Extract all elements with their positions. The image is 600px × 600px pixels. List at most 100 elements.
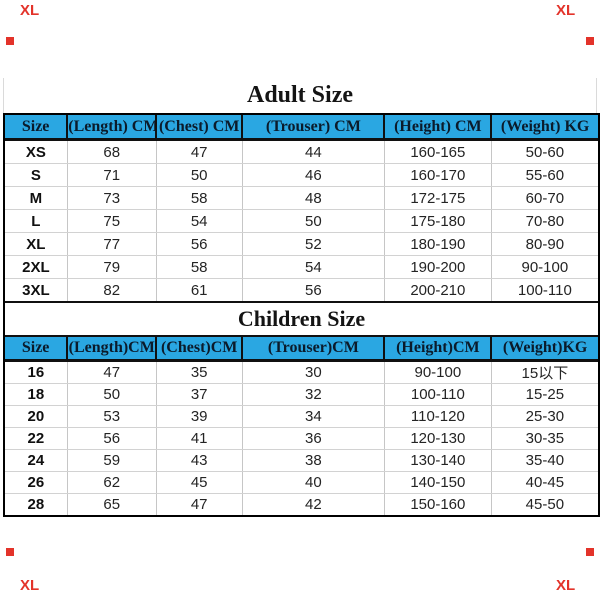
value-cell: 62: [67, 471, 157, 494]
value-cell: 56: [156, 232, 243, 256]
value-cell: 54: [242, 255, 385, 279]
value-cell: 59: [67, 449, 157, 472]
children-size-table: Size (Length)CM (Chest)CM (Trouser)CM (Heigh…: [5, 337, 598, 515]
value-cell: 200-210: [384, 278, 492, 303]
value-cell: 35: [156, 360, 243, 384]
size-cell: L: [5, 209, 68, 233]
value-cell: 65: [67, 493, 157, 515]
column-header: (Chest) CM: [156, 115, 244, 141]
size-cell: XS: [5, 139, 68, 164]
table-row: L 75 54 50 175-180 70-80: [5, 209, 598, 233]
value-cell: 100-110: [384, 383, 492, 406]
value-cell: 36: [242, 427, 385, 450]
column-header: (Length)CM: [67, 337, 158, 362]
value-cell: 53: [67, 405, 157, 428]
column-header: (Trouser)CM: [242, 337, 386, 362]
value-cell: 40-45: [491, 471, 598, 494]
value-cell: 100-110: [491, 278, 598, 303]
table-row: 2XL 79 58 54 190-200 90-100: [5, 255, 598, 279]
value-cell: 160-165: [384, 139, 492, 164]
value-cell: 42: [242, 493, 385, 515]
table-row: 28 65 47 42 150-160 45-50: [5, 493, 598, 515]
value-cell: 34: [242, 405, 385, 428]
table-row: 16 47 35 30 90-100 15以下: [5, 360, 598, 384]
table-row: XL 77 56 52 180-190 80-90: [5, 232, 598, 256]
column-header: (Chest)CM: [156, 337, 244, 362]
value-cell: 30-35: [491, 427, 598, 450]
size-cell: S: [5, 163, 68, 187]
value-cell: 90-100: [491, 255, 598, 279]
size-cell: 20: [5, 405, 68, 428]
red-square-mark: [6, 548, 14, 556]
value-cell: 60-70: [491, 186, 598, 210]
value-cell: 37: [156, 383, 243, 406]
value-cell: 44: [242, 139, 385, 164]
value-cell: 47: [156, 493, 243, 515]
value-cell: 50-60: [491, 139, 598, 164]
value-cell: 61: [156, 278, 243, 303]
column-header: (Height)CM: [384, 337, 493, 362]
size-cell: 3XL: [5, 278, 68, 303]
value-cell: 41: [156, 427, 243, 450]
red-square-mark: [586, 37, 594, 45]
table-row: 22 56 41 36 120-130 30-35: [5, 427, 598, 450]
value-cell: 58: [156, 255, 243, 279]
column-header: Size: [5, 337, 69, 362]
column-header: (Height) CM: [384, 115, 493, 141]
value-cell: 52: [242, 232, 385, 256]
value-cell: 45: [156, 471, 243, 494]
table-row: 24 59 43 38 130-140 35-40: [5, 449, 598, 472]
size-cell: M: [5, 186, 68, 210]
adult-size-title: Adult Size: [3, 78, 597, 113]
value-cell: 172-175: [384, 186, 492, 210]
value-cell: 43: [156, 449, 243, 472]
size-cell: 24: [5, 449, 68, 472]
column-header: (Length) CM: [67, 115, 158, 141]
table-row: XS 68 47 44 160-165 50-60: [5, 139, 598, 164]
value-cell: 75: [67, 209, 157, 233]
adult-header-row: Size (Length) CM (Chest) CM (Trouser) CM (He…: [5, 115, 598, 141]
size-cell: 26: [5, 471, 68, 494]
column-header: Size: [5, 115, 69, 141]
value-cell: 73: [67, 186, 157, 210]
column-header: (Trouser) CM: [242, 115, 386, 141]
table-row: M 73 58 48 172-175 60-70: [5, 186, 598, 210]
value-cell: 150-160: [384, 493, 492, 515]
column-header: (Weight)KG: [491, 337, 598, 362]
red-square-mark: [586, 548, 594, 556]
size-cell: 22: [5, 427, 68, 450]
value-cell: 130-140: [384, 449, 492, 472]
table-row: 18 50 37 32 100-110 15-25: [5, 383, 598, 406]
value-cell: 58: [156, 186, 243, 210]
size-cell: 18: [5, 383, 68, 406]
value-cell: 50: [242, 209, 385, 233]
value-cell: 38: [242, 449, 385, 472]
value-cell: 80-90: [491, 232, 598, 256]
xl-watermark-top-left: XL: [20, 2, 40, 19]
value-cell: 120-130: [384, 427, 492, 450]
value-cell: 190-200: [384, 255, 492, 279]
column-header: (Weight) KG: [491, 115, 598, 141]
xl-watermark-bottom-right: XL: [556, 577, 576, 594]
size-cell: 28: [5, 493, 68, 515]
size-cell: 16: [5, 360, 68, 384]
size-cell: 2XL: [5, 255, 68, 279]
value-cell: 180-190: [384, 232, 492, 256]
value-cell: 47: [67, 360, 157, 384]
value-cell: 175-180: [384, 209, 492, 233]
table-row: 26 62 45 40 140-150 40-45: [5, 471, 598, 494]
value-cell: 15以下: [491, 360, 598, 384]
value-cell: 25-30: [491, 405, 598, 428]
children-size-title: Children Size: [5, 303, 598, 337]
value-cell: 54: [156, 209, 243, 233]
value-cell: 56: [242, 278, 385, 303]
value-cell: 82: [67, 278, 157, 303]
value-cell: 160-170: [384, 163, 492, 187]
value-cell: 68: [67, 139, 157, 164]
value-cell: 35-40: [491, 449, 598, 472]
table-row: S 71 50 46 160-170 55-60: [5, 163, 598, 187]
red-square-mark: [6, 37, 14, 45]
children-header-row: Size (Length)CM (Chest)CM (Trouser)CM (Heigh…: [5, 337, 598, 362]
xl-watermark-bottom-left: XL: [20, 577, 40, 594]
